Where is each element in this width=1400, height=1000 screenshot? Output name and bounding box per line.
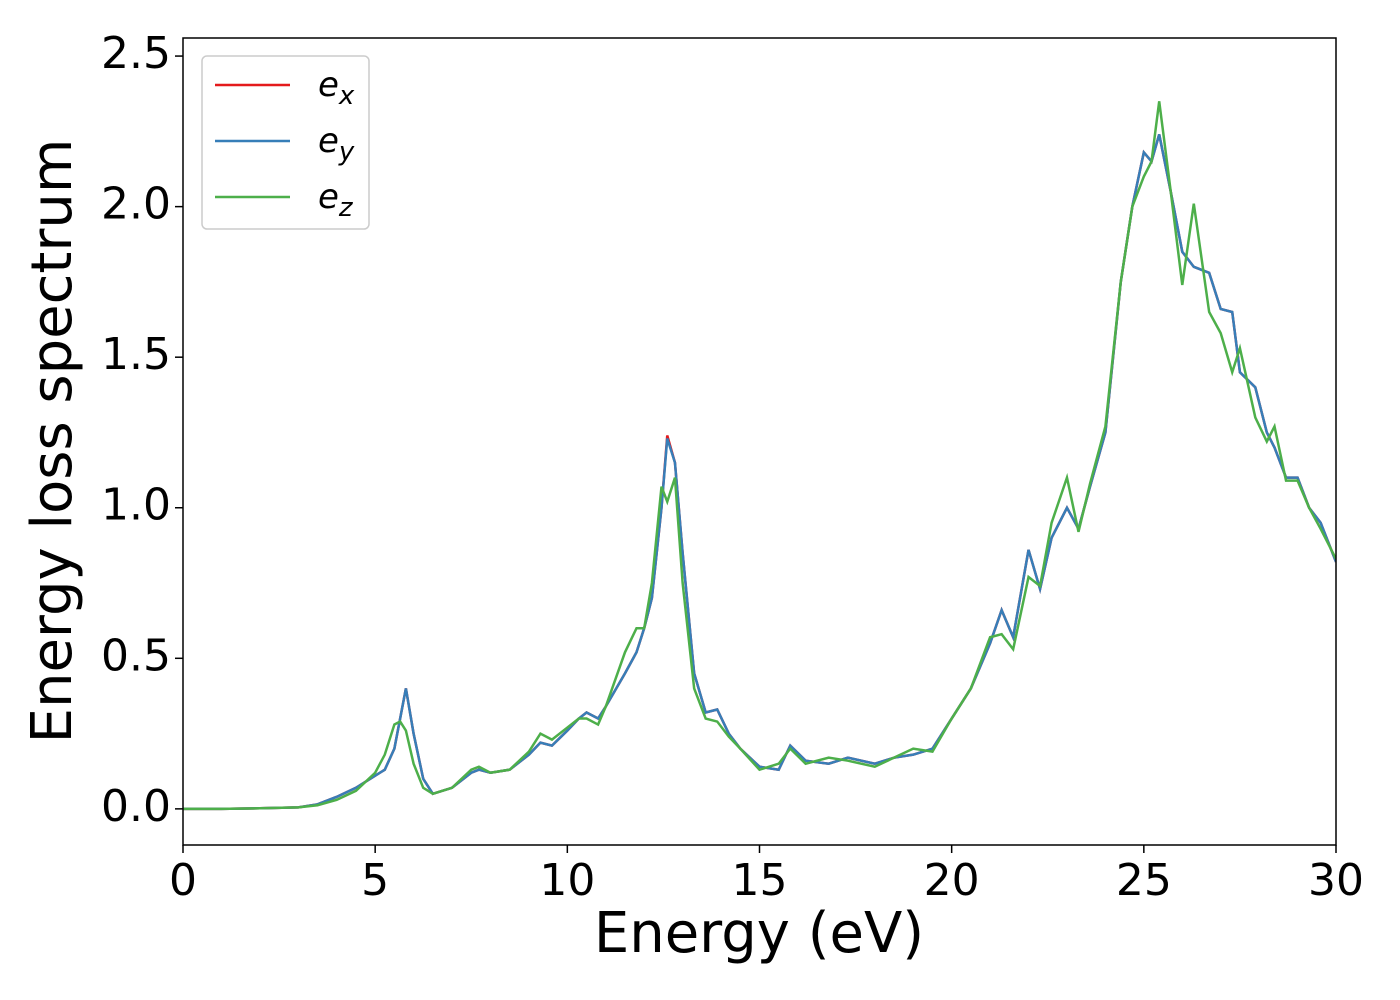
series-line bbox=[183, 134, 1336, 811]
x-tick-label: 5 bbox=[361, 855, 389, 906]
x-tick-label: 15 bbox=[732, 855, 788, 906]
y-tick-label: 1.0 bbox=[101, 480, 171, 531]
x-tick-label: 0 bbox=[169, 855, 197, 906]
legend-label: ez bbox=[318, 177, 354, 223]
y-tick-label: 2.5 bbox=[101, 28, 171, 79]
legend-label: ex bbox=[318, 65, 355, 111]
y-axis-label: Energy loss spectrum bbox=[20, 139, 85, 744]
y-tick-label: 0.0 bbox=[101, 781, 171, 832]
y-tick-label: 0.5 bbox=[101, 630, 171, 681]
y-tick-label: 2.0 bbox=[101, 179, 171, 230]
x-tick-label: 20 bbox=[924, 855, 980, 906]
legend-box bbox=[201, 55, 370, 230]
plot-frame bbox=[182, 37, 1337, 846]
x-tick-label: 10 bbox=[539, 855, 595, 906]
legend-label: ey bbox=[318, 121, 355, 167]
series-line bbox=[183, 101, 1336, 811]
x-tick-label: 25 bbox=[1116, 855, 1172, 906]
x-tick-label: 30 bbox=[1308, 855, 1364, 906]
x-axis-label: Energy (eV) bbox=[594, 901, 924, 966]
series-line bbox=[183, 134, 1336, 811]
y-tick-label: 1.5 bbox=[101, 329, 171, 380]
